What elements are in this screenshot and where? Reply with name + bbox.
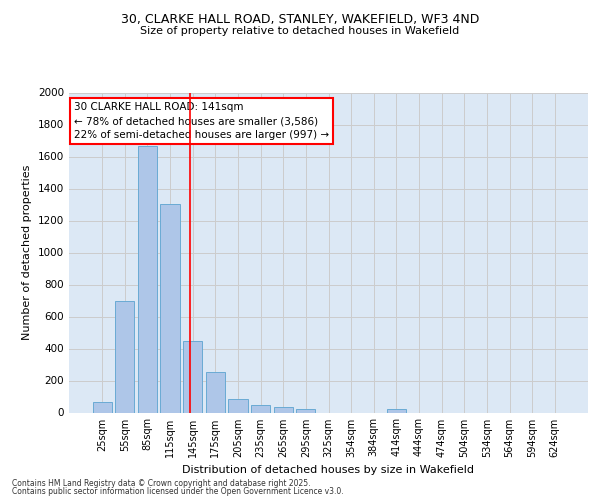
Bar (92, 402, 112, 412)
Text: Size of property relative to detached houses in Wakefield: Size of property relative to detached ho… (140, 26, 460, 36)
Bar (387, 410, 406, 412)
Bar (296, 408, 316, 412)
Text: 30 CLARKE HALL ROAD: 141sqm
← 78% of detached houses are smaller (3,586)
22% of : 30 CLARKE HALL ROAD: 141sqm ← 78% of det… (74, 102, 329, 140)
Text: Contains public sector information licensed under the Open Government Licence v3: Contains public sector information licen… (12, 488, 344, 496)
Bar (229, 399, 248, 412)
Text: Contains HM Land Registry data © Crown copyright and database right 2025.: Contains HM Land Registry data © Crown c… (12, 478, 311, 488)
Bar (160, 204, 180, 412)
Bar (206, 372, 225, 412)
Bar (138, 146, 157, 412)
Bar (183, 342, 202, 412)
Bar (274, 407, 293, 412)
Y-axis label: Number of detached properties: Number of detached properties (22, 165, 32, 340)
Bar (251, 404, 270, 412)
Text: 30, CLARKE HALL ROAD, STANLEY, WAKEFIELD, WF3 4ND: 30, CLARKE HALL ROAD, STANLEY, WAKEFIELD… (121, 12, 479, 26)
Bar (115, 302, 134, 412)
X-axis label: Distribution of detached houses by size in Wakefield: Distribution of detached houses by size … (182, 465, 475, 475)
